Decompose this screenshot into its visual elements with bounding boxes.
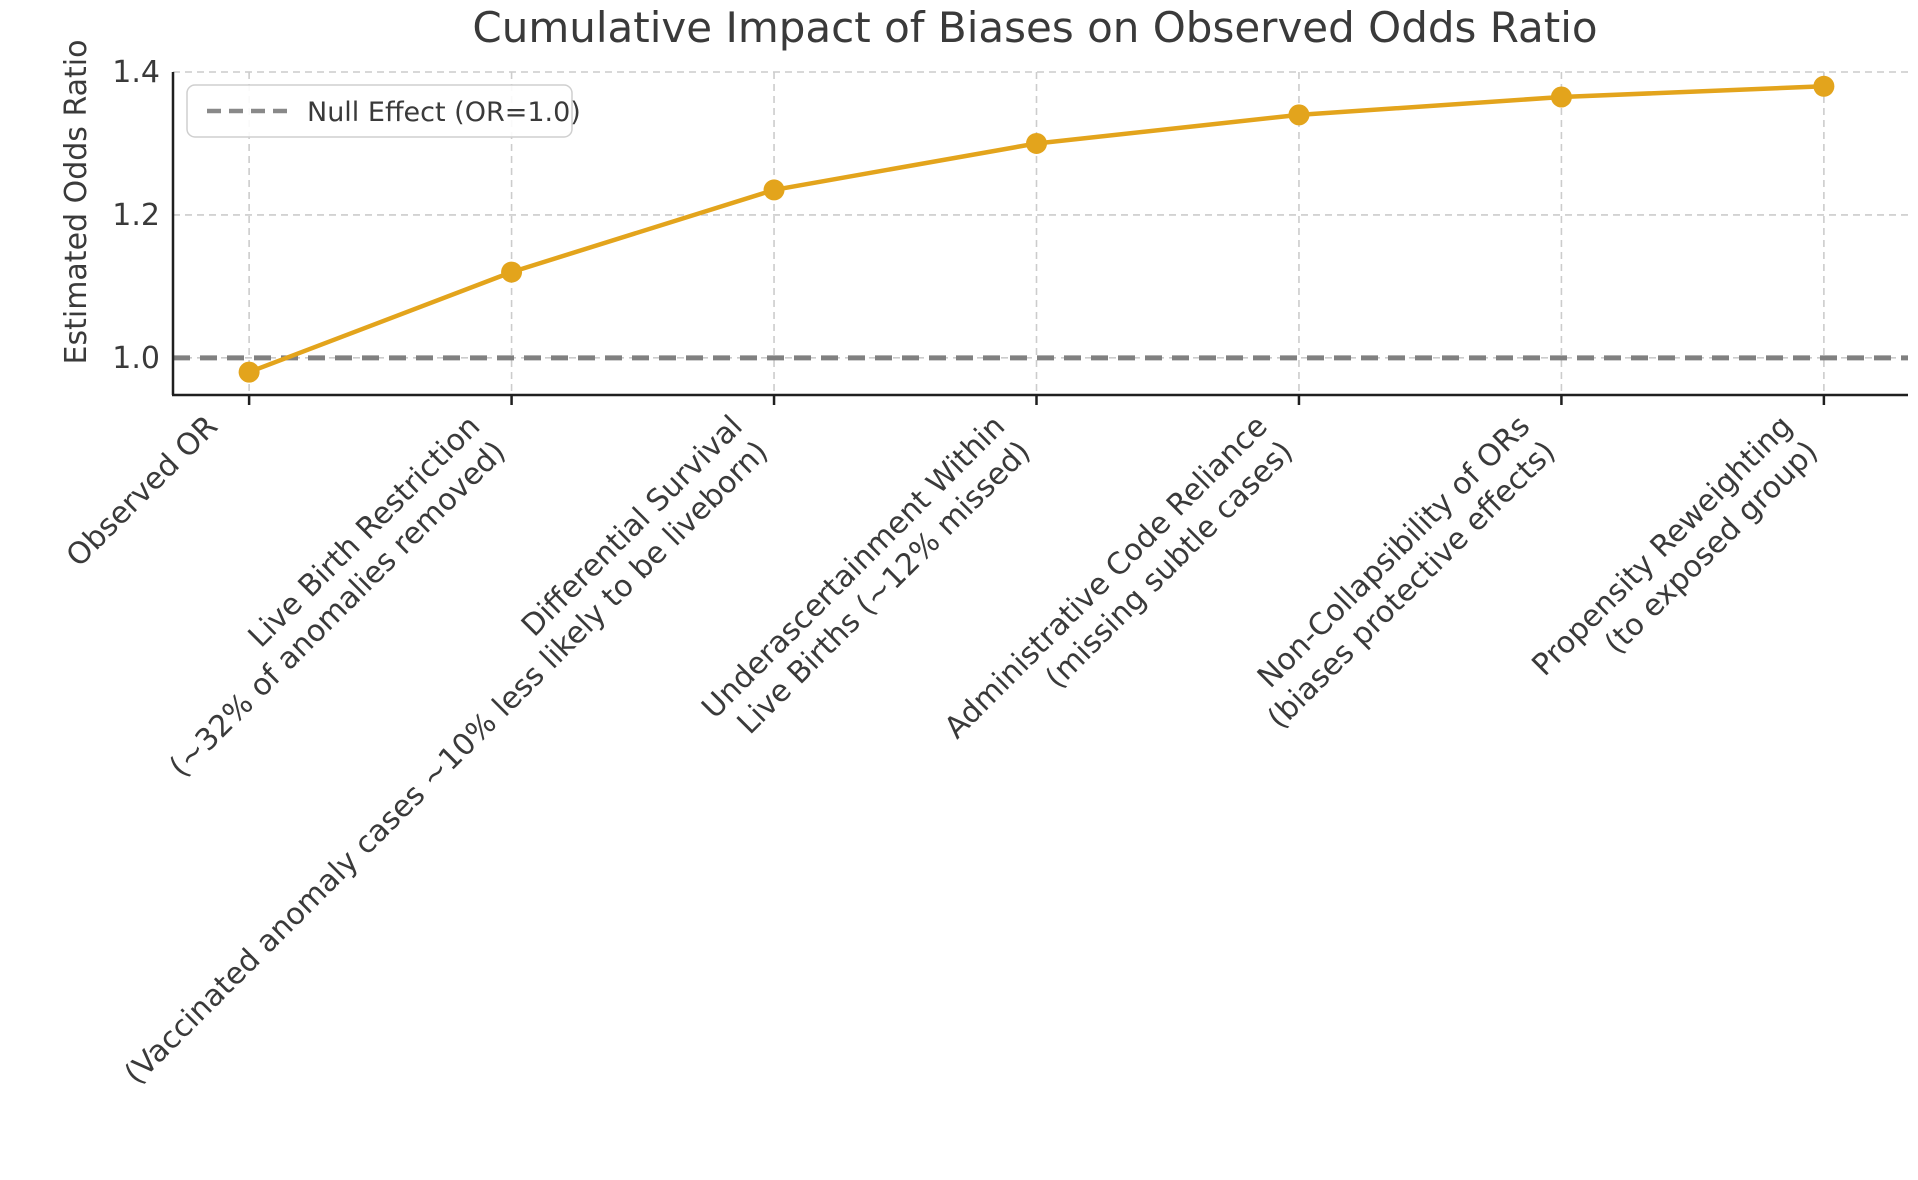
legend: Null Effect (OR=1.0) xyxy=(186,84,581,138)
x-tick-label-line: Differential Survival xyxy=(515,409,750,644)
data-point-marker xyxy=(1026,132,1047,154)
data-point-marker xyxy=(763,179,785,201)
plot-area: 1.0 1.2 1.4 Observed OR Live Birth Restricti… xyxy=(60,55,1908,1092)
x-tick-label-line: (to exposed group) xyxy=(1598,434,1825,661)
legend-box xyxy=(186,84,573,138)
x-tick-label-line: Non-Collapsibility of ORs xyxy=(1251,409,1537,695)
data-point-marker xyxy=(1288,104,1310,126)
x-tick-label-line: (missing subtle cases) xyxy=(1039,434,1300,695)
legend-label: Null Effect (OR=1.0) xyxy=(307,97,581,128)
data-point-marker xyxy=(501,261,523,283)
x-tick-label: Observed OR xyxy=(60,409,225,574)
data-point-marker xyxy=(1813,75,1835,97)
x-tick-label-line: Live Birth Restriction xyxy=(242,409,488,655)
y-tick-label: 1.2 xyxy=(112,198,160,233)
data-point-marker xyxy=(1550,86,1572,108)
y-tick-label: 1.0 xyxy=(112,341,160,376)
y-axis-label: Estimated Odds Ratio xyxy=(59,40,94,365)
y-tick-label: 1.4 xyxy=(112,55,160,90)
chart-title: Cumulative Impact of Biases on Observed … xyxy=(472,3,1597,52)
x-tick-label-line: Observed OR xyxy=(60,409,225,574)
x-tick-label: Propensity Reweighting(to exposed group) xyxy=(1525,409,1825,709)
x-tick-label-line: (Vaccinated anomaly cases ~10% less like… xyxy=(118,434,775,1091)
data-point-marker xyxy=(238,361,260,383)
x-tick-label-line: (biases protective effects) xyxy=(1261,434,1563,736)
x-tick-label-line: Propensity Reweighting xyxy=(1525,409,1799,683)
